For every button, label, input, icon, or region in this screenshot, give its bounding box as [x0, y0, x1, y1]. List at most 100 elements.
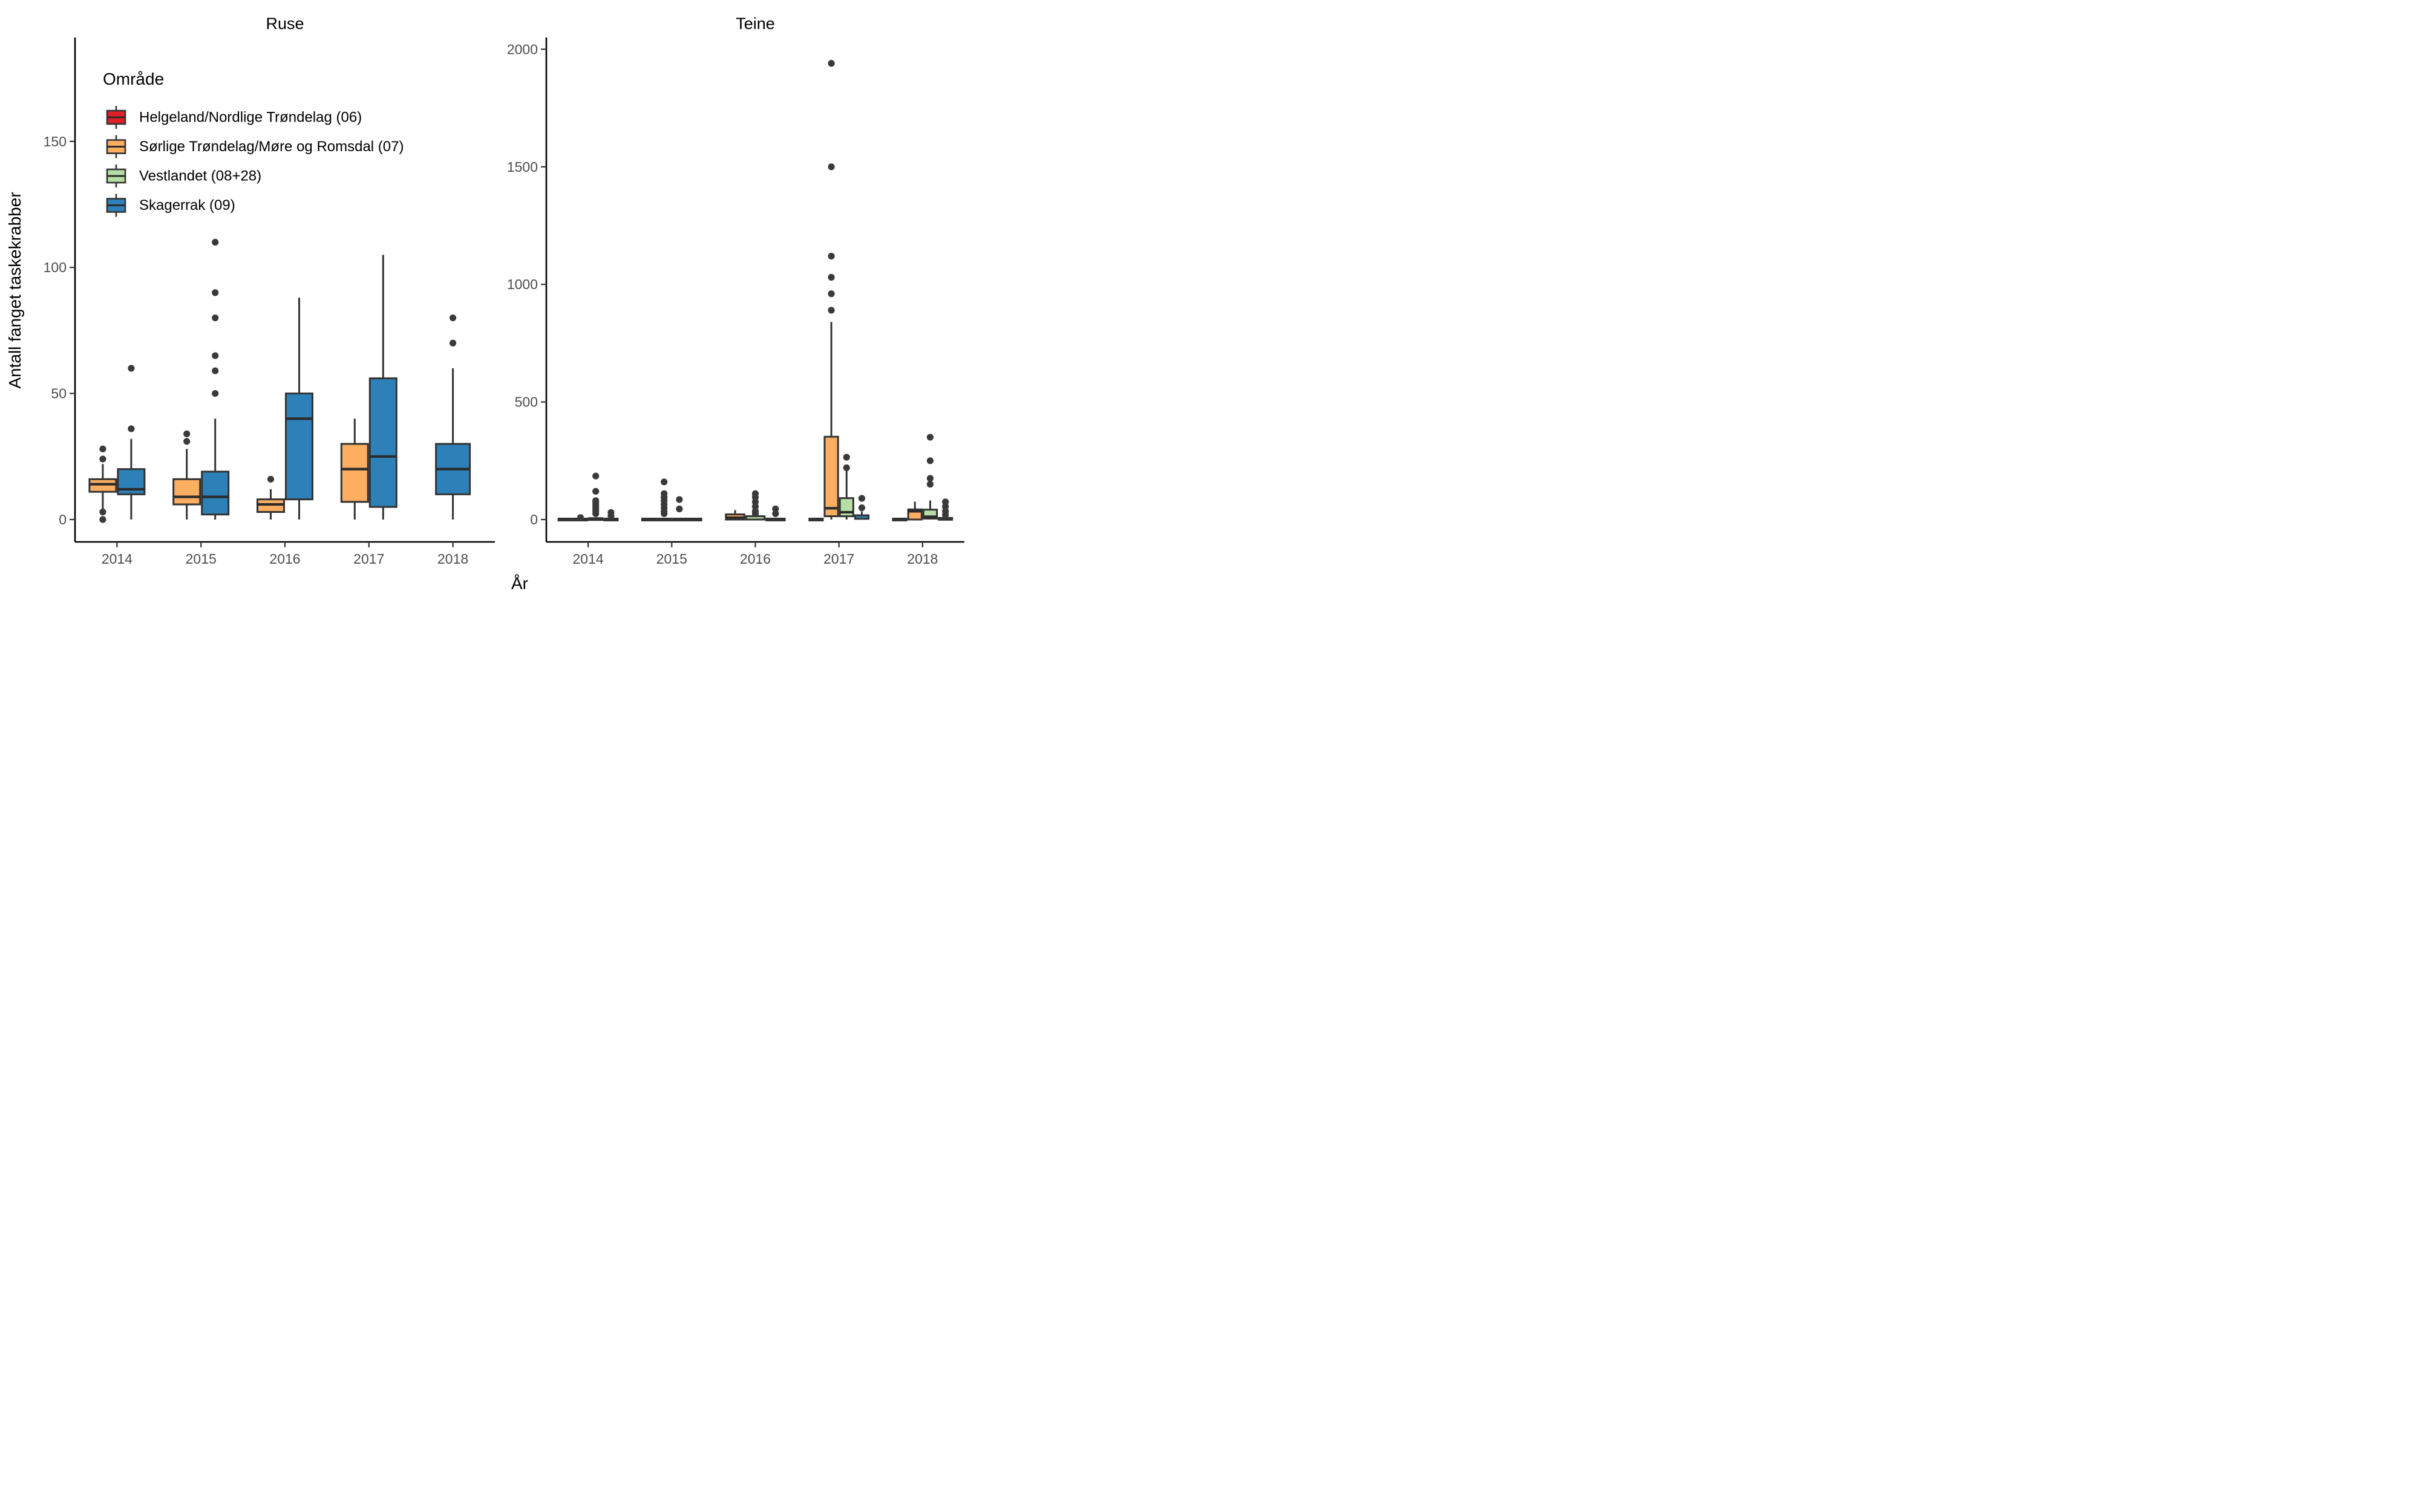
box [201, 471, 230, 516]
boxplot-09-2016 [765, 505, 786, 521]
boxplot-07-2016 [257, 475, 285, 520]
boxplot-07-2015 [656, 478, 672, 521]
boxplot-09-2016 [285, 298, 313, 520]
box [656, 518, 672, 521]
outlier-dot [607, 509, 615, 516]
boxplot-07-2016 [725, 510, 745, 521]
outlier-dot [828, 163, 835, 171]
boxplot-08+28-2017 [839, 454, 854, 520]
outlier-dot [828, 252, 835, 260]
x-tick-label: 2016 [740, 551, 771, 567]
outlier-dot [212, 352, 219, 359]
y-tick-label: 1500 [507, 159, 538, 175]
legend-entry-08+28: Vestlandet (08+28) [106, 165, 261, 187]
outlier-dot [926, 457, 934, 464]
outlier-dot [99, 455, 106, 463]
box [172, 478, 201, 506]
box [557, 518, 573, 521]
x-tick-label: 2014 [573, 551, 604, 567]
y-tick-label: 150 [44, 134, 67, 149]
outlier-dot [450, 339, 457, 347]
legend-label: Skagerrak (09) [139, 197, 235, 213]
outlier-dot [751, 498, 759, 506]
y-tick-label: 500 [515, 394, 538, 410]
outlier-dot [858, 495, 866, 502]
box [839, 497, 854, 518]
outlier-dot [772, 510, 779, 517]
box [823, 435, 839, 518]
outlier-dot [676, 505, 683, 513]
boxplot-09-2014 [117, 365, 146, 520]
outlier-dot [942, 498, 949, 506]
x-tick-label: 2018 [907, 551, 938, 567]
outlier-dot [577, 514, 584, 521]
boxplot-08+28-2014 [588, 472, 604, 521]
outlier-dot [942, 507, 949, 515]
boxplot-09-2017 [854, 495, 870, 520]
outlier-dot [828, 60, 835, 67]
outlier-dot [926, 481, 934, 488]
box [641, 518, 657, 521]
outlier-dot [592, 497, 600, 504]
outlier-dot [828, 273, 835, 281]
outlier-dot [751, 490, 759, 497]
outlier-dot [99, 445, 106, 452]
outlier-dot [212, 367, 219, 374]
box [340, 443, 369, 503]
outlier-dot [772, 505, 779, 513]
facet-title: Ruse [266, 15, 304, 33]
outlier-dot [828, 307, 835, 314]
boxplot-07-2014 [88, 445, 117, 523]
outlier-dot [212, 238, 219, 246]
y-tick-label: 1000 [507, 276, 538, 292]
boxplot-09-2014 [603, 509, 619, 521]
boxplot-07-2018 [907, 501, 923, 521]
outlier-dot [592, 472, 600, 480]
outlier-dot [926, 434, 934, 441]
boxplot-09-2017 [368, 255, 397, 520]
boxplot-figure: Ruse 0 50 100 150 2014 2015 2016 2017 2018 Teine 0 5… [0, 0, 968, 605]
x-tick-label: 2016 [269, 551, 300, 567]
legend-title: Område [103, 70, 164, 88]
outlier-dot [592, 487, 600, 495]
facet-title: Teine [736, 15, 775, 33]
outlier-dot [128, 365, 135, 372]
legend: Område Helgeland/Nordlige Trøndelag (06) S… [103, 70, 404, 217]
outlier-dot [676, 496, 683, 503]
boxplot-06-2018 [892, 518, 908, 521]
box [854, 514, 870, 520]
legend-entry-06: Helgeland/Nordlige Trøndelag (06) [106, 106, 362, 129]
box [808, 518, 824, 521]
outlier-dot [450, 314, 457, 322]
panel-teine: Teine 0 500 1000 1500 2000 2014 2015 2016 2017 201… [507, 15, 964, 567]
outlier-dot [661, 478, 668, 486]
boxplot-chart: Ruse 0 50 100 150 2014 2015 2016 2017 2018 Teine 0 5… [5, 15, 964, 593]
panel-ruse: Ruse 0 50 100 150 2014 2015 2016 2017 2018 [44, 15, 495, 567]
legend-entry-07: Sørlige Trøndelag/Møre og Romsdal (07) [106, 135, 404, 158]
boxplot-07-2014 [572, 514, 589, 521]
outlier-dot [843, 454, 850, 461]
boxplot-07-2015 [172, 430, 201, 520]
outlier-dot [828, 290, 835, 298]
x-tick-label: 2015 [656, 551, 687, 567]
outlier-dot [128, 425, 135, 432]
box [588, 517, 604, 521]
outlier-dot [99, 516, 106, 523]
outlier-dot [926, 475, 934, 482]
outlier-dot [942, 503, 949, 510]
outlier-dot [751, 507, 759, 515]
box [672, 518, 687, 521]
y-tick-label: 50 [51, 386, 67, 402]
y-tick-label: 2000 [507, 41, 538, 57]
y-tick-label: 100 [44, 259, 67, 275]
y-tick-label: 0 [59, 512, 67, 527]
boxplot-08+28-2018 [922, 434, 938, 520]
outlier-dot [843, 464, 850, 472]
x-tick-label: 2017 [823, 551, 854, 567]
boxplot-06-2014 [557, 518, 573, 521]
outlier-dot [212, 314, 219, 322]
box [368, 377, 397, 508]
legend-label: Sørlige Trøndelag/Møre og Romsdal (07) [139, 138, 404, 155]
x-tick-label: 2018 [437, 551, 468, 567]
legend-entry-09: Skagerrak (09) [106, 194, 235, 217]
